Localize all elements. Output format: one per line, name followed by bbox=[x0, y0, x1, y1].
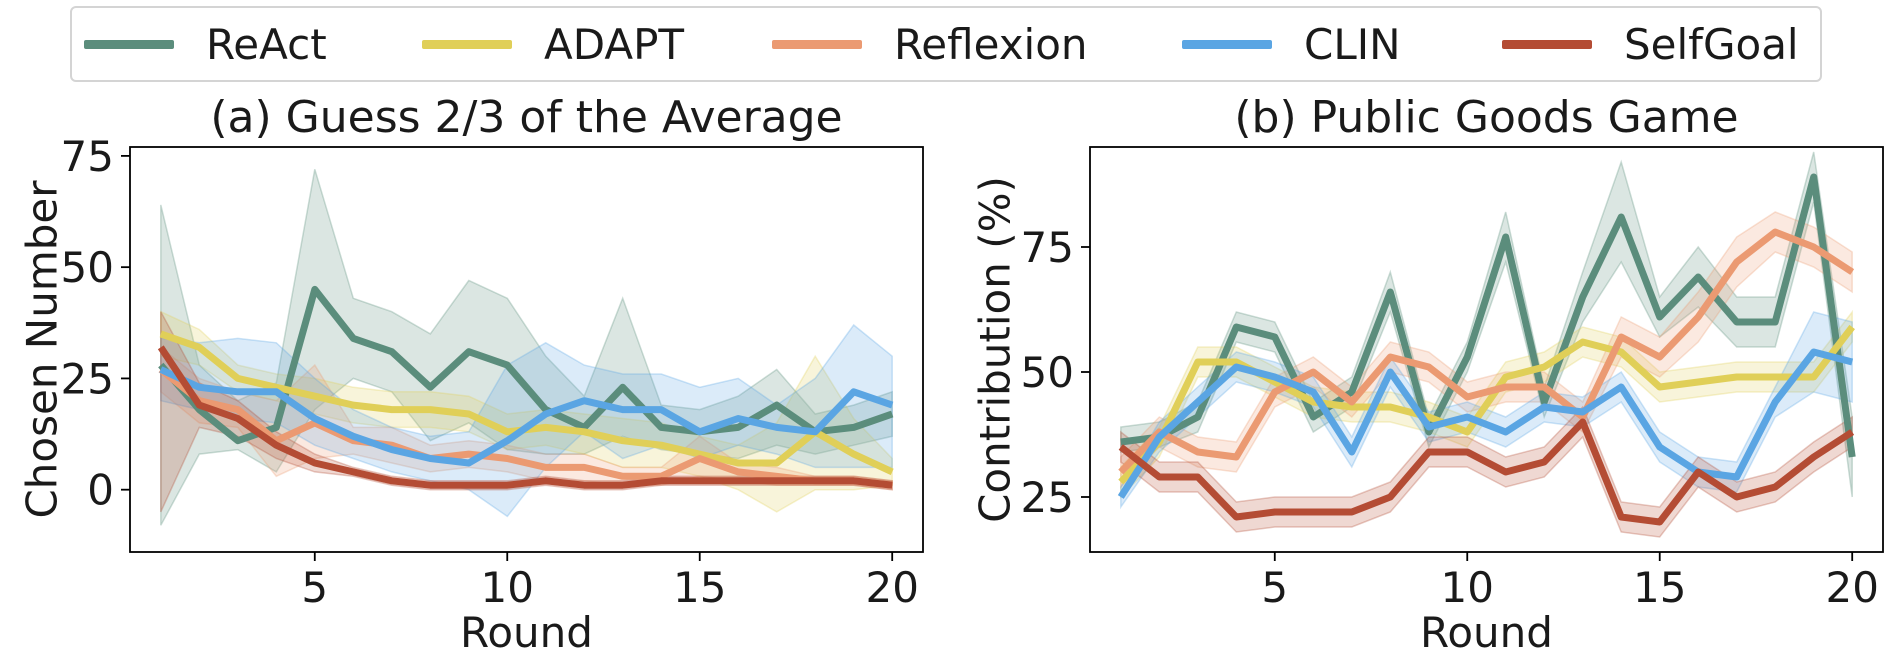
series-line-reflexion bbox=[158, 366, 893, 489]
plot-frame bbox=[1089, 146, 1884, 553]
x-tick-label: 10 bbox=[1441, 563, 1494, 612]
y-axis-label: Chosen Number bbox=[18, 180, 67, 519]
confidence-band-react bbox=[160, 169, 893, 526]
legend-label-react: ReAct bbox=[206, 19, 327, 69]
chart-title: (b) Public Goods Game bbox=[1234, 92, 1738, 143]
x-tick-label: 20 bbox=[1825, 563, 1878, 612]
series-line-clin bbox=[1117, 348, 1854, 499]
y-tick-label: 25 bbox=[1021, 473, 1074, 522]
legend-label-adapt: ADAPT bbox=[544, 19, 685, 69]
y-tick-label: 75 bbox=[1021, 223, 1074, 272]
legend: ReAct ADAPT Reflexion CLIN SelfGoal bbox=[70, 6, 1822, 82]
legend-item-adapt: ADAPT bbox=[422, 8, 684, 80]
series-line-clin bbox=[159, 366, 894, 467]
x-tick-label: 5 bbox=[1261, 563, 1288, 612]
legend-label-clin: CLIN bbox=[1304, 19, 1401, 69]
y-tick-label: 0 bbox=[87, 466, 114, 515]
plot-area bbox=[157, 169, 894, 526]
x-tick-label: 20 bbox=[865, 563, 918, 612]
legend-swatch-clin bbox=[1182, 39, 1272, 49]
y-axis-label: Contribution (%) bbox=[971, 176, 1020, 523]
chart-guess-two-thirds: (a) Guess 2/3 of the Average 5 10 15 20 0 25 50… bbox=[18, 92, 924, 657]
legend-item-clin: CLIN bbox=[1182, 8, 1401, 80]
legend-swatch-reflexion bbox=[772, 39, 862, 49]
confidence-band-selfgoal bbox=[160, 311, 893, 513]
y-tick-label: 50 bbox=[61, 243, 114, 292]
legend-swatch-selfgoal bbox=[1502, 39, 1592, 49]
x-tick-label: 5 bbox=[301, 563, 328, 612]
legend-label-selfgoal: SelfGoal bbox=[1624, 19, 1799, 69]
x-axis-label: Round bbox=[460, 608, 593, 657]
legend-label-reflexion: Reflexion bbox=[894, 19, 1088, 69]
plot-area bbox=[1117, 151, 1856, 538]
x-tick-label: 15 bbox=[1633, 563, 1686, 612]
x-tick-label: 15 bbox=[673, 563, 726, 612]
y-tick-label: 75 bbox=[61, 132, 114, 181]
confidence-band-react bbox=[1120, 151, 1853, 498]
legend-swatch-react bbox=[84, 39, 174, 49]
series-line-selfgoal bbox=[1118, 418, 1855, 526]
confidence-band-clin bbox=[160, 323, 893, 518]
x-axis-label: Round bbox=[1420, 608, 1553, 657]
series-line-reflexion bbox=[1118, 228, 1855, 475]
series-line-react bbox=[1120, 173, 1856, 458]
legend-item-react: ReAct bbox=[84, 8, 327, 80]
y-tick-label: 50 bbox=[1021, 348, 1074, 397]
legend-swatch-adapt bbox=[422, 39, 512, 49]
series-line-selfgoal bbox=[157, 345, 893, 489]
y-tick-label: 25 bbox=[61, 354, 114, 403]
chart-title: (a) Guess 2/3 of the Average bbox=[210, 92, 842, 143]
chart-public-goods: (b) Public Goods Game 5 10 15 20 25 50 75 Round C… bbox=[971, 92, 1884, 657]
plot-frame bbox=[129, 146, 924, 553]
x-tick-label: 10 bbox=[481, 563, 534, 612]
legend-item-selfgoal: SelfGoal bbox=[1502, 8, 1799, 80]
legend-item-reflexion: Reflexion bbox=[772, 8, 1088, 80]
series-line-react bbox=[158, 285, 894, 445]
